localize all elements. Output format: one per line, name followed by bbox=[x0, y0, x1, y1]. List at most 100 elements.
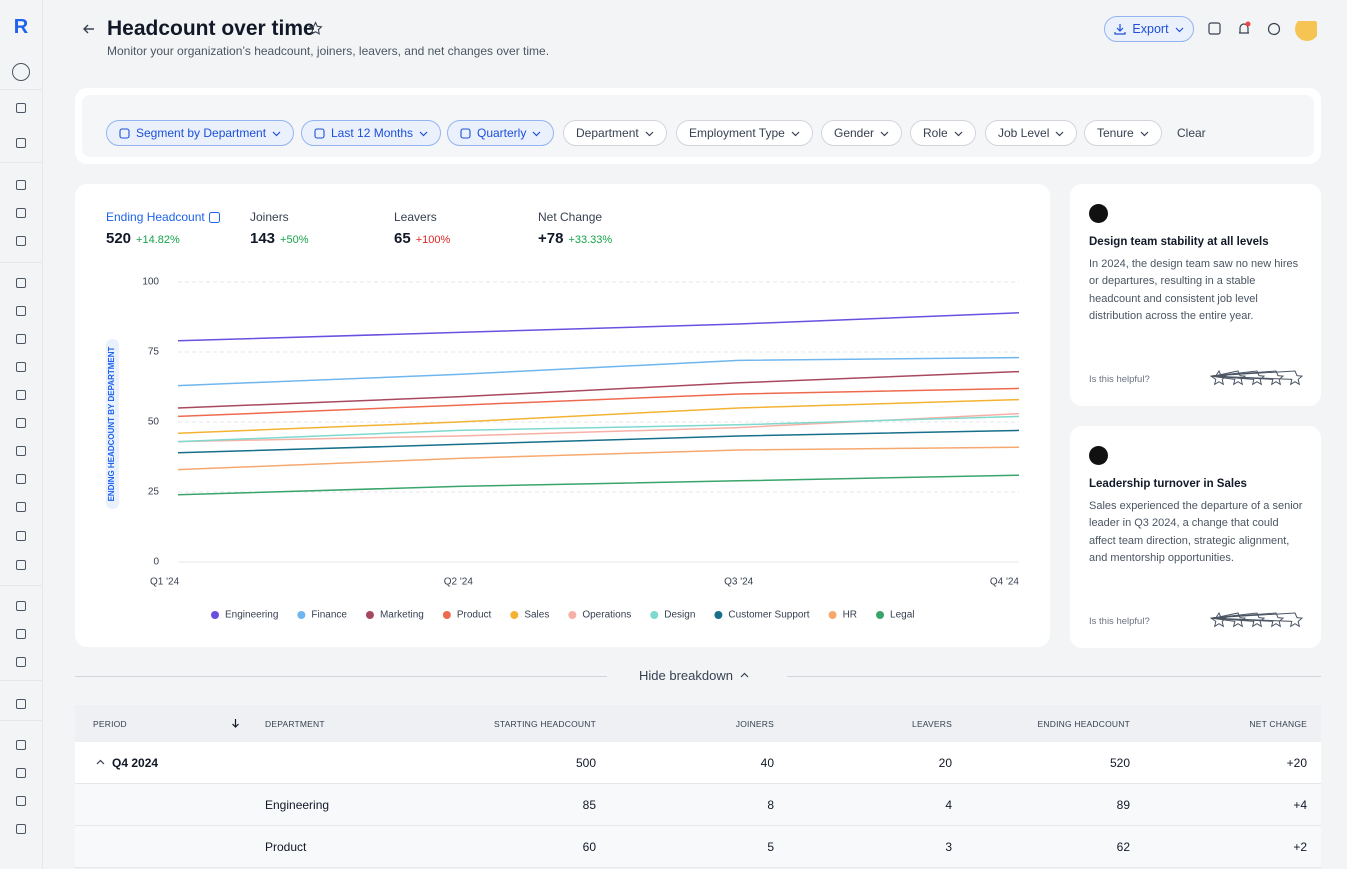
metric-tab[interactable]: Net Change +78 +33.33% bbox=[538, 210, 612, 247]
table-cell: 62 bbox=[1116, 839, 1130, 854]
sidebar-icon[interactable] bbox=[16, 560, 26, 570]
filter-bar: Segment by Department Last 12 Months Quart… bbox=[75, 88, 1321, 164]
sort-arrow bbox=[232, 719, 239, 728]
breakdown-toggle[interactable]: Hide breakdown bbox=[639, 668, 749, 683]
legend-item[interactable]: Marketing bbox=[365, 610, 424, 621]
rating-star[interactable] bbox=[1210, 612, 1304, 628]
header-actions bbox=[1208, 21, 1317, 41]
filter-chip[interactable]: Segment by Department bbox=[106, 120, 295, 146]
breakdown-table: PERIOD DEPARTMENT STARTING HEADCOUNT JOINER… bbox=[75, 705, 1321, 869]
insight-body: Sales experienced the departure of a sen… bbox=[1089, 500, 1303, 564]
column-header[interactable]: STARTING HEADCOUNT bbox=[494, 718, 596, 729]
sidebar-icon[interactable] bbox=[16, 306, 26, 316]
column-header[interactable]: DEPARTMENT bbox=[265, 718, 325, 729]
chevron bbox=[645, 131, 654, 136]
help-icon[interactable] bbox=[1267, 22, 1281, 36]
filter-label: Quarterly bbox=[477, 126, 527, 140]
department-row: Product 60 5 3 62 +2 bbox=[75, 826, 1321, 868]
filter-icon bbox=[314, 127, 325, 139]
sidebar-icon[interactable] bbox=[16, 531, 26, 541]
legend-item[interactable]: Product bbox=[442, 610, 492, 621]
avatar[interactable] bbox=[1295, 21, 1317, 41]
legend-item[interactable]: Operations bbox=[568, 610, 631, 621]
collapse-chevron[interactable] bbox=[96, 758, 105, 767]
sidebar-icon[interactable] bbox=[16, 657, 26, 667]
sidebar-icon[interactable] bbox=[16, 362, 26, 372]
column-header[interactable]: JOINERS bbox=[735, 718, 774, 729]
table-header: PERIOD DEPARTMENT STARTING HEADCOUNT JOINER… bbox=[75, 705, 1321, 742]
back-button[interactable] bbox=[82, 22, 96, 36]
insight-title: Leadership turnover in Sales bbox=[1089, 478, 1247, 490]
favorite-star[interactable] bbox=[308, 21, 323, 36]
sidebar-icon[interactable] bbox=[16, 236, 26, 246]
sidebar-icon[interactable] bbox=[16, 796, 26, 806]
legend-item[interactable]: Finance bbox=[297, 610, 347, 621]
clear-filters[interactable]: Clear bbox=[1177, 126, 1206, 140]
notifications-icon[interactable] bbox=[1239, 23, 1249, 34]
period-row[interactable]: Q4 2024 500 40 20 520 +20 bbox=[75, 742, 1321, 784]
legend-item[interactable]: Engineering bbox=[211, 610, 278, 621]
table-cell: 4 bbox=[945, 797, 952, 812]
sidebar-icon[interactable] bbox=[16, 390, 26, 400]
sidebar-icon[interactable] bbox=[16, 502, 26, 512]
metric-tab[interactable]: Ending Headcount 520 +14.82% bbox=[106, 210, 220, 247]
sidebar-icon[interactable] bbox=[16, 474, 26, 484]
sidebar-icon[interactable] bbox=[16, 180, 26, 190]
column-header[interactable]: NET CHANGE bbox=[1249, 718, 1307, 729]
sidebar-icon[interactable] bbox=[16, 418, 26, 428]
export-button[interactable]: Export bbox=[1104, 16, 1194, 42]
sidebar-icon[interactable] bbox=[16, 740, 26, 750]
sidebar-icon[interactable] bbox=[16, 103, 26, 113]
sidebar-icon[interactable] bbox=[16, 768, 26, 778]
logo[interactable]: R bbox=[13, 16, 29, 38]
metric-change: +33.33% bbox=[568, 234, 613, 246]
legend-item[interactable]: Customer Support bbox=[714, 610, 810, 621]
filter-chip[interactable]: Tenure bbox=[1084, 120, 1162, 146]
sidebar-icon[interactable] bbox=[16, 138, 26, 148]
filter-icon-shape bbox=[314, 127, 325, 139]
series-line bbox=[177, 415, 1020, 443]
tasks-icon[interactable] bbox=[1208, 22, 1221, 35]
metric-value: +78 bbox=[538, 230, 564, 247]
legend-item[interactable]: Design bbox=[650, 610, 695, 621]
filter-chip[interactable]: Department bbox=[563, 120, 667, 146]
metric-label-text: Ending Headcount bbox=[106, 210, 205, 224]
filter-chip[interactable]: Gender bbox=[821, 120, 903, 146]
legend-item[interactable]: HR bbox=[828, 610, 857, 621]
column-header[interactable]: ENDING HEADCOUNT bbox=[1037, 718, 1130, 729]
metric-tab[interactable]: Leavers 65 +100% bbox=[394, 210, 450, 247]
legend-item[interactable]: Sales bbox=[510, 610, 549, 621]
filter-chip[interactable]: Role bbox=[910, 120, 976, 146]
table-cell: 85 bbox=[582, 797, 596, 812]
chevron bbox=[419, 131, 428, 136]
filter-chip[interactable]: Quarterly bbox=[447, 120, 555, 146]
legend-swatch bbox=[510, 611, 519, 619]
rating-star[interactable] bbox=[1210, 370, 1304, 386]
column-header[interactable]: PERIOD bbox=[93, 718, 127, 729]
legend-label: Finance bbox=[311, 610, 347, 621]
sidebar-icon[interactable] bbox=[16, 699, 26, 709]
filter-chip[interactable]: Employment Type bbox=[676, 120, 813, 146]
sidebar-icon[interactable] bbox=[16, 601, 26, 611]
x-tick-label: Q2 '24 bbox=[444, 577, 474, 588]
breakdown-toggle-label: Hide breakdown bbox=[639, 668, 733, 683]
legend-item[interactable]: Legal bbox=[876, 610, 914, 621]
sidebar-icon[interactable] bbox=[12, 63, 30, 81]
sort-icon[interactable] bbox=[231, 718, 240, 728]
filter-icon-shape bbox=[119, 127, 130, 139]
column-header[interactable]: LEAVERS bbox=[912, 718, 952, 729]
divider bbox=[787, 676, 1321, 677]
sidebar-icon[interactable] bbox=[16, 208, 26, 218]
filter-chip[interactable]: Job Level bbox=[985, 120, 1078, 146]
metric-tab[interactable]: Joiners 143 +50% bbox=[250, 210, 308, 247]
filter-chip[interactable]: Last 12 Months bbox=[301, 120, 442, 146]
sidebar-icon[interactable] bbox=[16, 446, 26, 456]
table-cell: +4 bbox=[1293, 797, 1307, 812]
sidebar-icon[interactable] bbox=[16, 278, 26, 288]
legend-swatch bbox=[568, 611, 577, 619]
sidebar-icon[interactable] bbox=[16, 824, 26, 834]
sidebar-divider bbox=[0, 585, 42, 586]
legend-label: Customer Support bbox=[728, 610, 809, 621]
sidebar-icon[interactable] bbox=[16, 629, 26, 639]
sidebar-icon[interactable] bbox=[16, 334, 26, 344]
